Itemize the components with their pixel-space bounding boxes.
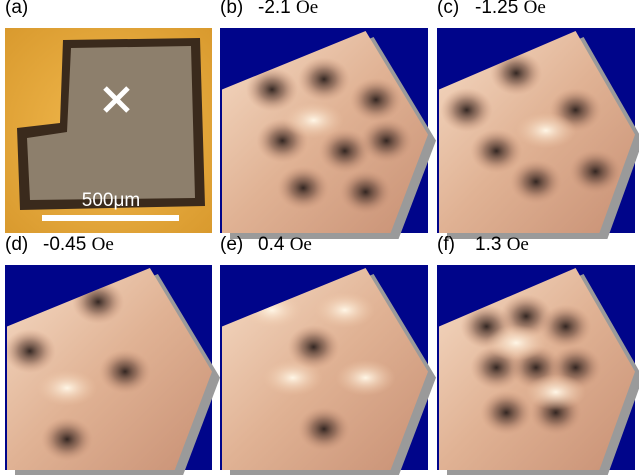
field-label: 1.3 Oe [475, 234, 529, 255]
vortex [490, 51, 543, 96]
panel: (b) -2.1 Oe [220, 0, 436, 239]
vortex [470, 129, 523, 173]
field-label: -0.45 Oe [43, 234, 114, 255]
vortex [298, 57, 350, 102]
field-unit: Oe [507, 234, 529, 255]
vortex [339, 170, 392, 214]
vortex [350, 77, 402, 122]
scale-bar [42, 215, 179, 221]
field-label: -1.25 Oe [475, 0, 546, 18]
vortex [41, 417, 94, 462]
panel-label: (a) [5, 0, 28, 18]
panel-label: (b) [220, 0, 243, 18]
field-value: -1.25 [475, 0, 518, 18]
field-unit: Oe [296, 0, 318, 18]
panel: (a) 500μm [5, 0, 212, 233]
panel: (f) 1.3 Oe [437, 234, 639, 475]
vortex [318, 129, 371, 173]
field-label: -2.1 Oe [258, 0, 318, 18]
field-unit: Oe [290, 234, 312, 255]
highlight [262, 359, 323, 396]
crystal-face [27, 46, 195, 200]
vortex [99, 349, 152, 394]
highlight [314, 292, 375, 329]
field-value: -0.45 [43, 234, 86, 255]
vortex [569, 149, 622, 194]
vortex [287, 325, 340, 369]
highlight [486, 324, 547, 361]
scale-bar-label: 500μm [82, 190, 140, 211]
field-value: 0.4 [258, 234, 285, 255]
field-label: 0.4 Oe [258, 234, 312, 255]
cross-mark [103, 86, 130, 113]
vortex [539, 304, 592, 349]
highlight [515, 112, 576, 149]
highlight [525, 374, 586, 411]
highlight [283, 102, 344, 139]
vortex [480, 390, 533, 435]
panel-label: (c) [437, 0, 459, 18]
vortex [510, 159, 562, 204]
vortex [246, 67, 298, 112]
field-value: 1.3 [475, 234, 501, 255]
vortex [7, 329, 56, 374]
highlight [37, 370, 98, 406]
panel: (e) 0.4 Oe [220, 234, 436, 475]
field-unit: Oe [524, 0, 546, 18]
panel-label: (d) [5, 234, 28, 255]
panel: (c) -1.25 Oe [437, 0, 639, 239]
vortex [277, 165, 330, 210]
vortex [440, 88, 493, 132]
field-unit: Oe [92, 234, 114, 255]
vortex [298, 407, 350, 451]
field-value: -2.1 [258, 0, 291, 18]
panel: (d) -0.45 Oe [5, 234, 220, 475]
highlight [335, 359, 396, 396]
panel-label: (e) [220, 234, 243, 255]
vortex [360, 118, 413, 163]
panel-label: (f) [437, 234, 455, 255]
